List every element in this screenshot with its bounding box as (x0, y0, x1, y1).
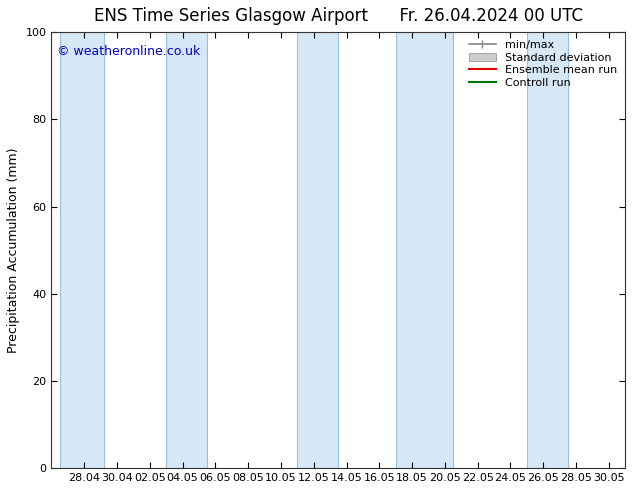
Bar (527, 32, 568, 468)
Text: © weatheronline.co.uk: © weatheronline.co.uk (57, 45, 200, 58)
Bar (396, 32, 453, 468)
Legend: min/max, Standard deviation, Ensemble mean run, Controll run: min/max, Standard deviation, Ensemble me… (464, 35, 622, 93)
Title: ENS Time Series Glasgow Airport      Fr. 26.04.2024 00 UTC: ENS Time Series Glasgow Airport Fr. 26.0… (94, 7, 583, 25)
Bar (166, 32, 207, 468)
Bar (60, 32, 104, 468)
Y-axis label: Precipitation Accumulation (mm): Precipitation Accumulation (mm) (7, 147, 20, 353)
Bar (297, 32, 339, 468)
